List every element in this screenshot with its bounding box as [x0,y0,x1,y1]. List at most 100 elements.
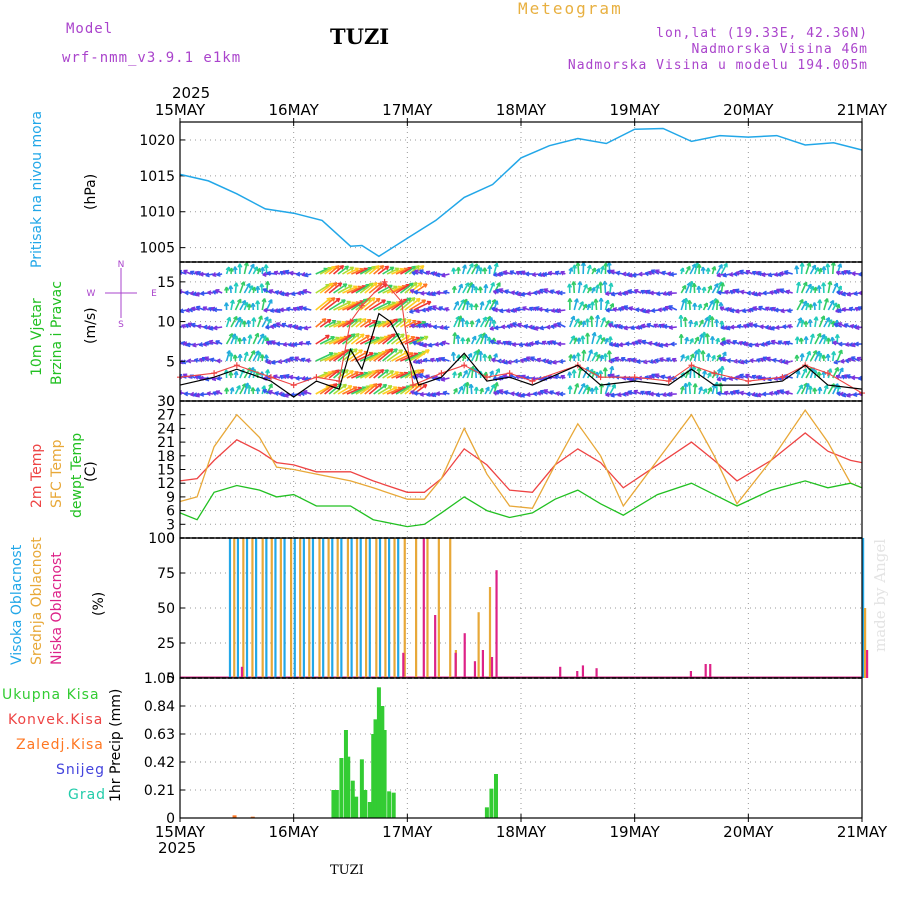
wind-arrow-head [550,307,556,313]
wind-arrow-head [774,307,779,313]
cloud-bar-mid [449,538,452,678]
wind-arrow [248,334,252,345]
wind-arrow-head [660,374,666,380]
wind-arrow-head [489,370,494,375]
wind-arrow-head [837,263,843,268]
wind-arrow-head [807,385,813,390]
wind-arrow [488,317,493,328]
wind-arrow-head [817,299,823,304]
wind-arrow [351,268,364,275]
wind-arrow-head [251,286,257,292]
cloud-bar-mid [233,538,236,678]
wind-arrow-head [389,266,395,272]
wind-arrow-head [605,307,610,313]
precip-bar [232,815,237,818]
wind-arrow [377,301,396,311]
wind-arrow-head [770,325,775,331]
wind-arrow-head [718,302,724,307]
wind-arrow-head [726,358,732,364]
wind-arrow-head [350,333,356,339]
wind-arrow [359,318,372,328]
wind-arrow-head [494,325,499,331]
wind-arrow-head [427,342,433,348]
cloud-bar-mid [279,538,282,678]
wind-arrow-head [560,374,565,380]
wind-arrow-head [415,359,421,365]
wind-arrow [706,333,709,345]
wind-arrow-head [760,341,766,347]
x-tick-label-top: 18MAY [496,101,547,119]
wind-arrow-head [233,370,239,376]
wind-arrow [368,299,386,311]
wind-arrow [324,352,343,362]
wind-arrow [837,322,847,328]
wind-arrow-head [291,291,296,297]
wind-arrow [569,315,575,328]
cloud-bar-low [595,668,598,678]
wind-arrow-head [284,291,289,297]
wind-arrow-head [795,370,801,375]
cloud-bar-high [368,538,371,678]
cloud-bar-mid [375,538,378,678]
cloud-bar-high [397,538,400,678]
wind-arrow-head [461,354,467,360]
y-tick-label: 0.84 [144,699,175,715]
wind-arrow-head [707,387,713,392]
wind-arrow-head [354,371,360,376]
wind-arrow-head [560,270,565,276]
wind-arrow-head [465,337,471,342]
wind-arrow-head [721,376,727,382]
wind-arrow-head [701,286,707,292]
wind-arrow-head [719,365,725,371]
wind-arrow-head [609,365,615,371]
wind-arrow-head [580,335,586,340]
wind-arrow-head [769,290,774,296]
wind-arrow [391,285,407,294]
wind-arrow [627,289,637,294]
wind-arrow [328,350,346,362]
wind-arrow-head [799,262,805,267]
wind-arrow-head [266,270,271,276]
wind-arrow [377,385,393,395]
wind-arrow-head [520,270,526,276]
wind-arrow-head [696,263,702,269]
y-tick-label: 0 [166,811,175,827]
wind-arrow [252,317,255,328]
x-tick-label-top: 15MAY [155,101,206,119]
wind-arrow [333,265,345,275]
wind-arrow-head [237,353,243,359]
wind-arrow-head [268,389,273,395]
wind-arrow [337,301,356,311]
wind-arrow-head [393,348,398,353]
wind-arrow-head [426,323,432,329]
wind-arrow-head [586,303,591,309]
wind-arrow [805,262,811,275]
footer-station: TUZI [330,863,364,878]
wind-arrow-head [482,267,488,272]
wind-arrow-head [489,325,495,331]
wind-arrow-head [610,392,615,398]
wind-arrow-head [746,391,751,397]
wind-arrow-head [283,358,288,364]
wind-arrow [739,374,749,379]
wind-arrow-head [377,383,383,388]
wind-arrow-head [669,271,675,277]
wind-arrow [359,384,374,395]
wind-arrow-head [473,286,479,291]
wind-arrow-head [711,354,716,360]
wind-arrow-head [502,270,508,276]
wind-arrow [355,385,371,395]
wind-arrow [359,282,374,294]
wind-arrow-head [207,290,212,296]
wind-arrow-head [812,349,818,355]
wind-arrow-head [233,282,239,287]
wind-arrow [368,350,387,362]
wind-arrow-head [775,288,781,294]
precip-bar [484,807,489,818]
wind-arrow [711,283,719,294]
wind-arrow-head [516,291,522,297]
wind-arrow-head [845,341,850,347]
wind-arrow [315,318,327,328]
wind-arrow-head [464,282,470,287]
wind-arrow-head [418,373,424,378]
